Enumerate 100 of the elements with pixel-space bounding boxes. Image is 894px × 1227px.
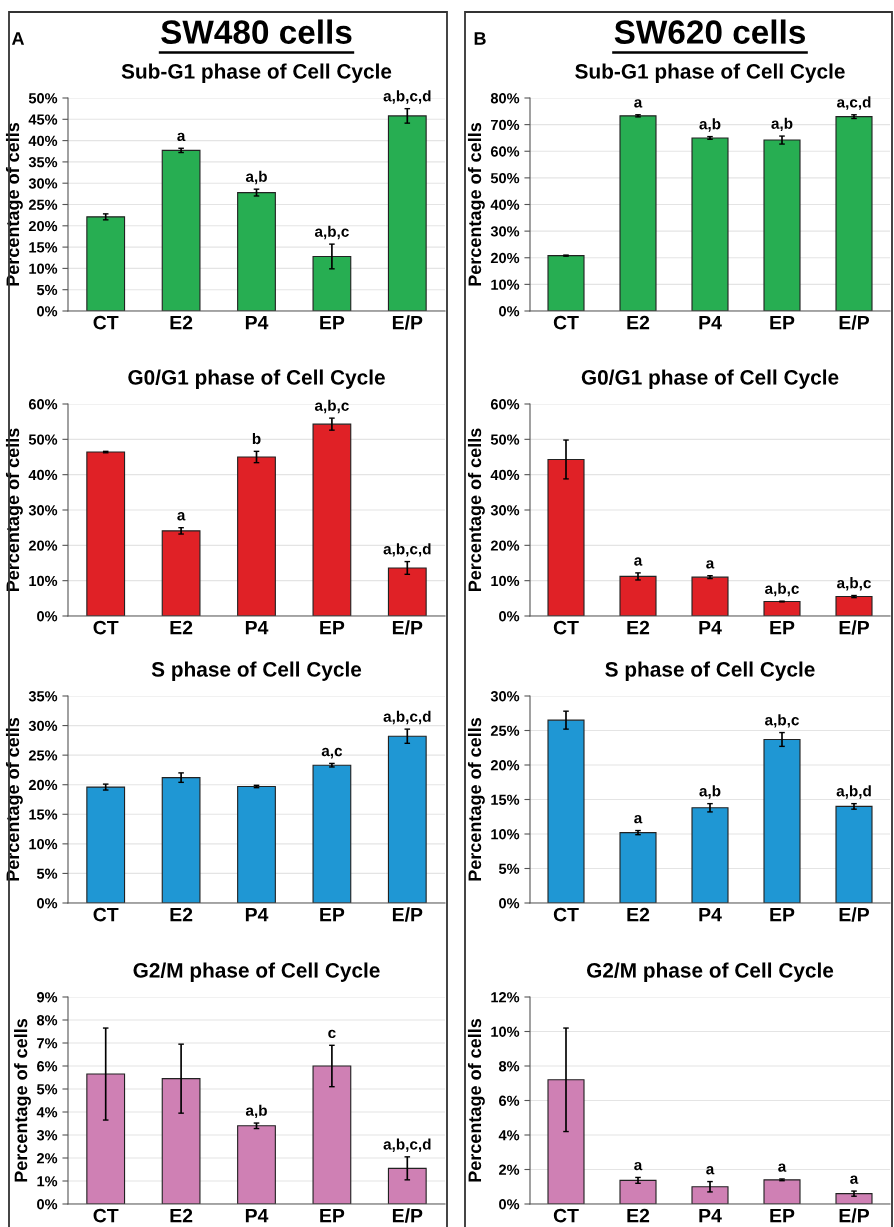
y-tick-label: 60%	[490, 399, 520, 410]
x-tick-label: E2	[627, 620, 650, 635]
x-tick-label: E2	[170, 1208, 193, 1223]
x-tick-label: EP	[320, 620, 345, 635]
y-tick-label: 0%	[499, 1199, 520, 1210]
y-axis-title: Percentage of cells	[467, 122, 485, 286]
x-tick-label: CT	[93, 1208, 119, 1223]
chart-title: G2/M phase of Cell Cycle	[586, 962, 834, 982]
y-tick-label: 45%	[28, 114, 58, 125]
y-tick-label: 5%	[36, 868, 58, 879]
chart-title: Sub-G1 phase of Cell Cycle	[575, 63, 845, 83]
y-tick-label: 8%	[36, 1015, 58, 1026]
y-tick-label: 30%	[490, 226, 520, 237]
y-axis-title: Percentage of cells	[467, 717, 485, 881]
y-tick-label: 10%	[491, 829, 520, 840]
data-label: a,b,c,d	[383, 710, 431, 725]
y-tick-label: 30%	[28, 178, 58, 189]
y-tick-label: 30%	[490, 505, 520, 516]
y-tick-label: 60%	[490, 146, 520, 157]
y-tick-label: 8%	[498, 1061, 520, 1072]
x-tick-label: EP	[320, 315, 345, 330]
text: B	[474, 32, 486, 45]
y-tick-label: 6%	[499, 1095, 520, 1106]
y-tick-label: 10%	[491, 575, 520, 587]
y-tick-label: 30%	[490, 691, 520, 702]
x-tick-label: CT	[553, 907, 579, 922]
data-label: a,c	[321, 747, 343, 759]
y-tick-label: 20%	[28, 220, 58, 232]
x-tick-label: EP	[770, 1208, 795, 1223]
y-tick-label: 2%	[37, 1153, 58, 1164]
y-tick-label: 20%	[28, 779, 58, 791]
y-tick-label: 5%	[498, 863, 520, 874]
x-tick-label: P4	[245, 1208, 269, 1223]
y-tick-label: 10%	[29, 838, 58, 850]
y-tick-label: 10%	[491, 1026, 520, 1037]
data-label: b	[252, 432, 261, 445]
data-label: a,b,c,d	[383, 90, 431, 104]
y-tick-label: 5%	[36, 1084, 58, 1095]
x-tick-label: CT	[93, 907, 119, 922]
text: A	[11, 32, 25, 45]
chart-title: Sub-G1 phase of Cell Cycle	[121, 63, 392, 83]
x-tick-label: EP	[320, 1208, 345, 1223]
data-label: a	[634, 557, 643, 566]
y-tick-label: 30%	[28, 720, 58, 732]
x-tick-label: E/P	[839, 620, 870, 635]
x-tick-label: E/P	[392, 907, 423, 922]
x-tick-label: CT	[93, 620, 119, 635]
data-label: a	[634, 814, 643, 824]
y-tick-label: 10%	[29, 263, 58, 274]
data-label: a	[850, 1175, 859, 1184]
x-tick-label: P4	[699, 907, 722, 922]
y-tick-label: 7%	[37, 1038, 58, 1049]
y-tick-label: 80%	[490, 93, 520, 104]
x-tick-label: E2	[170, 315, 193, 330]
data-label: a,b	[771, 117, 793, 132]
data-label: a	[634, 99, 643, 108]
y-tick-label: 60%	[28, 399, 58, 410]
x-tick-label: EP	[770, 907, 795, 922]
y-tick-label: 0%	[37, 1199, 58, 1210]
y-tick-label: 6%	[37, 1061, 58, 1072]
y-tick-label: 40%	[490, 199, 520, 210]
x-tick-label: P4	[245, 907, 269, 922]
data-label: a	[177, 512, 186, 521]
data-label: a,b	[245, 1104, 267, 1119]
y-tick-label: 4%	[498, 1130, 520, 1141]
y-tick-label: 50%	[490, 434, 520, 445]
x-tick-label: CT	[553, 1208, 579, 1223]
y-tick-label: 9%	[37, 992, 58, 1003]
y-tick-label: 20%	[490, 760, 520, 771]
x-tick-label: E/P	[392, 315, 423, 330]
y-tick-label: 15%	[491, 794, 520, 805]
chart-title: G0/G1 phase of Cell Cycle	[128, 369, 385, 389]
x-tick-label: CT	[553, 315, 579, 330]
data-label: a,b,c	[765, 714, 799, 728]
y-tick-label: 35%	[28, 691, 58, 702]
x-tick-label: P4	[699, 315, 722, 330]
text: SW480 cells	[161, 19, 352, 44]
x-tick-label: EP	[320, 907, 345, 922]
y-tick-label: 35%	[28, 157, 58, 168]
data-label: a,b,c	[314, 399, 349, 414]
data-label: a,b	[699, 118, 721, 132]
y-axis-title: Percentage of cells	[467, 1018, 485, 1182]
y-tick-label: 20%	[490, 540, 520, 551]
y-tick-label: 2%	[499, 1164, 520, 1175]
y-tick-label: 1%	[37, 1176, 58, 1187]
x-tick-label: E/P	[839, 907, 870, 922]
x-tick-label: E2	[627, 907, 650, 922]
data-label: a	[634, 1161, 643, 1171]
y-tick-label: 0%	[499, 898, 520, 909]
x-tick-label: P4	[245, 620, 269, 635]
y-tick-label: 50%	[490, 172, 520, 184]
chart-title: G0/G1 phase of Cell Cycle	[581, 369, 839, 389]
y-axis-title: Percentage of cells	[5, 717, 23, 881]
data-label: a,c,d	[837, 96, 871, 110]
y-tick-label: 0%	[37, 611, 58, 622]
y-tick-label: 25%	[28, 199, 58, 210]
data-label: c	[328, 1029, 336, 1039]
y-tick-label: 0%	[37, 306, 58, 317]
data-label: a,b,c	[765, 582, 799, 597]
y-tick-label: 3%	[36, 1130, 58, 1141]
